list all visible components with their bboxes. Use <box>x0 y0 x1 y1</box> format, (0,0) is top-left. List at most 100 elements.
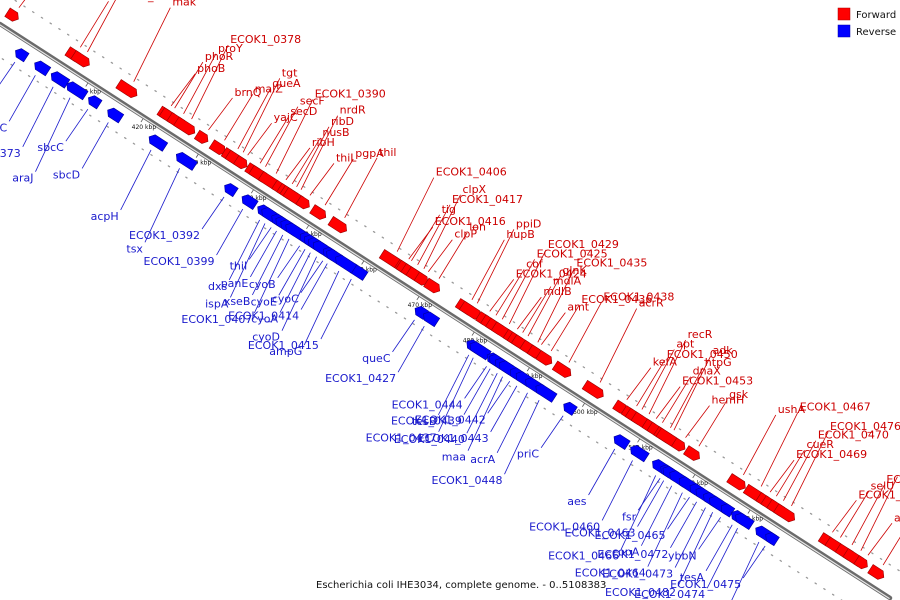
reverse-gene-label: aes <box>567 495 587 508</box>
forward-gene-block <box>4 7 19 22</box>
forward-label-leader <box>840 491 869 538</box>
kbp-tick-label: 430 kbp <box>187 160 212 167</box>
forward-gene-label: thil <box>379 146 396 159</box>
reverse-gene-label: ECOK1_0463 <box>565 527 636 540</box>
reverse-gene-label: ybbN <box>668 549 697 562</box>
reverse-gene-label: thiI <box>230 259 248 272</box>
reverse-gene-block <box>563 401 578 416</box>
forward-gene-label: gsk <box>729 388 749 401</box>
forward-label-leader <box>636 359 666 407</box>
reverse-gene-label: ECOK1_0373 <box>0 147 21 160</box>
reverse-label-leader <box>490 385 518 433</box>
reverse-label-leader <box>254 238 290 314</box>
forward-gene-label: phoR <box>205 50 234 63</box>
forward-gene-label: ECOK1_0390 <box>315 88 386 101</box>
forward-label-leader <box>396 177 435 252</box>
forward-gene-label: clpX <box>462 183 486 196</box>
forward-label-leader <box>685 405 710 438</box>
forward-label-leader <box>698 400 728 447</box>
reverse-gene-block <box>224 183 239 198</box>
forward-label-leader <box>495 269 525 316</box>
reverse-label-leader <box>303 270 340 346</box>
reverse-gene-label: acrA <box>470 453 495 466</box>
genome-caption: Escherichia coli IHE3034, complete genom… <box>316 580 606 591</box>
forward-label-leader <box>550 304 580 352</box>
forward-gene-block <box>551 360 572 378</box>
reverse-gene-label: ECOK1_0482 <box>605 586 676 599</box>
reverse-gene-label: cyoB <box>249 278 276 291</box>
reverse-label-leader <box>277 245 301 279</box>
forward-label-leader <box>769 459 795 493</box>
reverse-gene-label: ECOK1_0472 <box>597 548 668 561</box>
forward-label-leader <box>489 279 515 312</box>
forward-gene-block <box>683 445 700 461</box>
forward-label-leader <box>428 239 453 272</box>
forward-label-leader <box>783 440 817 501</box>
forward-gene-label: queA <box>272 77 301 90</box>
reverse-label-leader <box>742 545 766 579</box>
forward-label-leader <box>411 214 440 262</box>
reverse-gene-block <box>34 60 52 77</box>
forward-gene-label: kefA <box>653 356 678 369</box>
kbp-tick-label: 470 kbp <box>408 302 433 309</box>
forward-label-leader <box>568 302 602 363</box>
forward-gene-block <box>309 204 327 220</box>
kbp-tick-mark <box>195 154 199 158</box>
forward-label-leader <box>208 97 233 131</box>
forward-gene-block <box>773 503 796 523</box>
reverse-label-leader <box>279 252 311 313</box>
kbp-tick-mark <box>361 260 365 265</box>
reverse-label-leader <box>640 485 673 546</box>
reverse-gene-label: sbcC <box>37 141 64 154</box>
reverse-gene-label: ECOK1_0437 <box>366 432 437 445</box>
kbp-tick-mark <box>140 118 144 123</box>
legend: Forward Reverse <box>837 7 896 38</box>
reverse-label-leader <box>81 122 109 169</box>
forward-label-leader <box>242 78 281 153</box>
forward-gene-label: ECOK1_0425 <box>537 247 608 260</box>
forward-gene-label: ECOK1_0378 <box>230 33 301 46</box>
reverse-label-leader <box>667 496 690 530</box>
forward-label-leader <box>641 349 675 410</box>
reverse-gene-label: ECOK1_0427 <box>325 372 396 385</box>
forward-label-leader <box>423 194 461 270</box>
backbone-shadow <box>0 21 893 600</box>
reverse-label-leader <box>601 460 633 521</box>
reverse-gene-label: ispA <box>205 297 229 310</box>
forward-label-leader <box>344 157 378 218</box>
forward-gene-label: selU <box>871 479 895 492</box>
forward-gene-block <box>867 564 885 580</box>
forward-label-leader <box>438 232 468 279</box>
reverse-gene-label: tesA <box>680 571 705 584</box>
forward-gene-label: phoB <box>197 62 225 75</box>
reverse-label-leader <box>463 368 491 415</box>
reverse-gene-block <box>66 81 89 101</box>
reverse-label-leader <box>637 480 665 527</box>
forward-label-leader <box>476 229 515 304</box>
forward-gene-label: allR <box>894 511 900 524</box>
reverse-label-leader <box>278 249 306 296</box>
reverse-gene-label: ECOK1_0466 <box>548 549 619 562</box>
forward-gene-label: ribH <box>312 136 335 149</box>
reverse-label-leader <box>705 524 733 571</box>
kbp-tick-mark <box>306 225 309 230</box>
reverse-label-leader <box>466 373 498 434</box>
forward-label-leader <box>275 99 314 174</box>
legend-reverse-swatch <box>837 24 851 38</box>
reverse-gene-label: ECOK1_0443 <box>418 432 489 445</box>
forward-gene-label: ushA <box>778 403 806 416</box>
backbone-highlight <box>0 24 890 600</box>
reverse-gene-block <box>535 383 558 403</box>
reverse-label-leader <box>620 475 657 550</box>
forward-gene-block <box>535 349 553 366</box>
legend-reverse-label: Reverse <box>856 27 896 38</box>
forward-label-leader <box>291 137 321 185</box>
reverse-gene-label: dxs <box>208 280 227 293</box>
forward-gene-label: ECOK1_0485 <box>886 473 900 486</box>
reverse-gene-label: acpH <box>91 210 119 223</box>
reverse-label-leader <box>252 234 284 296</box>
reverse-gene-label: tesB <box>412 415 436 428</box>
forward-label-leader <box>599 308 638 383</box>
forward-gene-block <box>581 379 604 399</box>
forward-label-leader <box>860 476 898 551</box>
